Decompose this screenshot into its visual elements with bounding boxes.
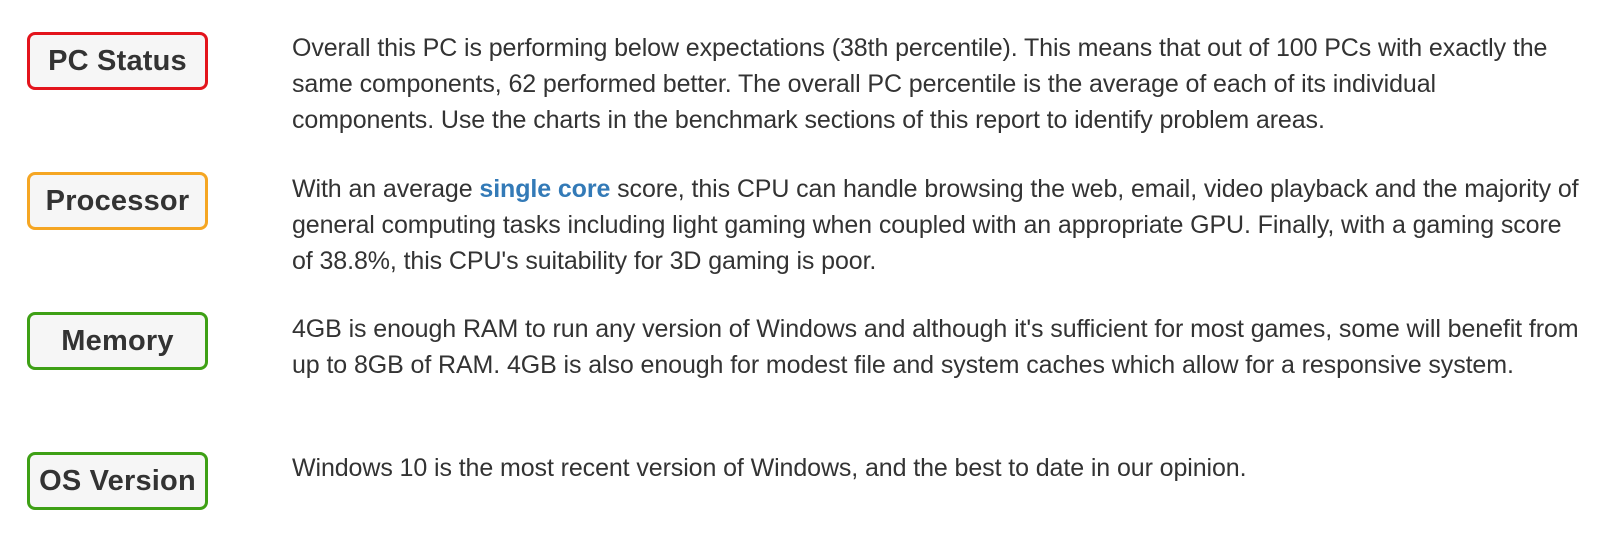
processor-badge: Processor [27,172,208,230]
processor-text-after: score, this CPU can handle browsing the … [292,175,1579,275]
processor-text-before: With an average [292,175,480,203]
os-version-badge: OS Version [27,452,208,510]
pc-status-badge: PC Status [27,32,208,90]
processor-description: With an average single core score, this … [292,171,1582,279]
single-core-link[interactable]: single core [479,175,611,203]
memory-description: 4GB is enough RAM to run any version of … [292,315,1579,379]
memory-badge: Memory [27,312,208,370]
pc-status-description: Overall this PC is performing below expe… [292,34,1548,134]
os-version-description: Windows 10 is the most recent version of… [292,454,1247,482]
